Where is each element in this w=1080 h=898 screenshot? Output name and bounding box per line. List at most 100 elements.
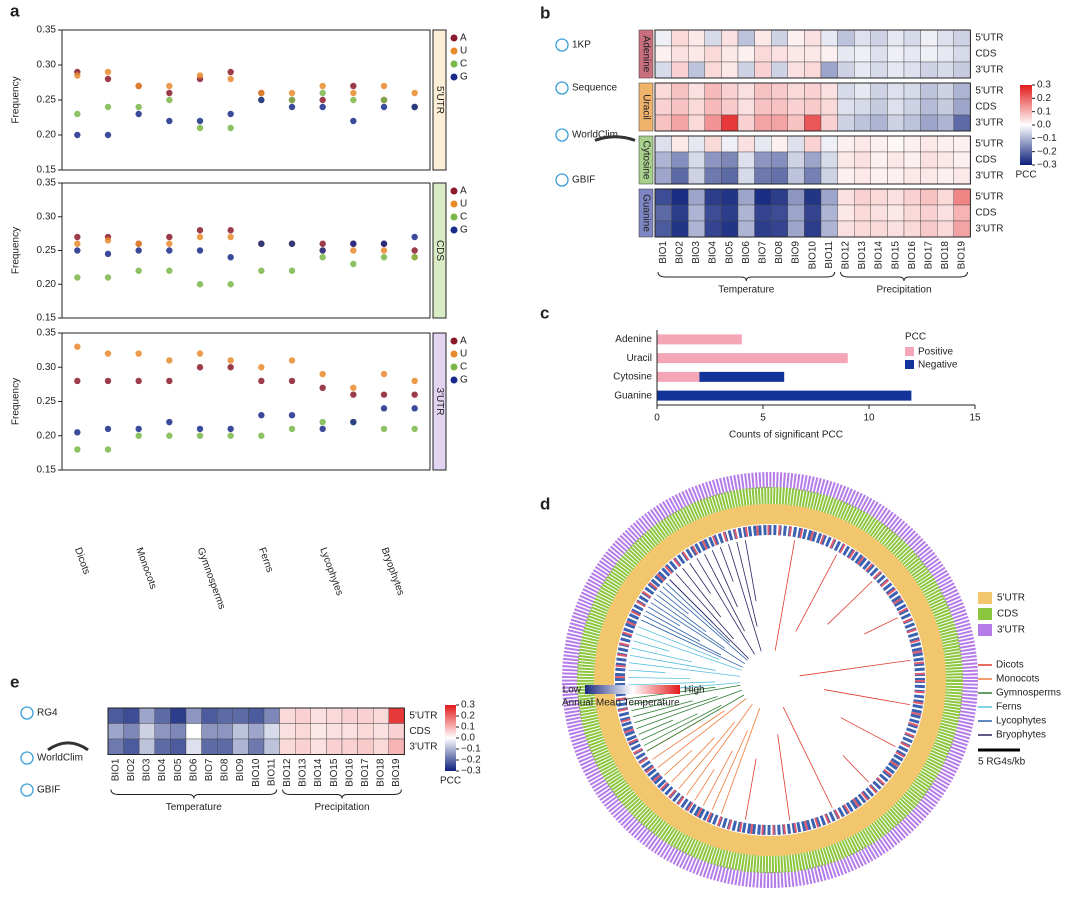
cell xyxy=(704,98,722,116)
cell xyxy=(820,167,838,185)
ring-legend-label: 5'UTR xyxy=(997,593,1025,604)
point xyxy=(288,89,296,97)
colorbar-tick-label: −0.1 xyxy=(1037,133,1057,144)
cell xyxy=(953,167,971,185)
point xyxy=(319,96,326,104)
cell xyxy=(937,114,955,132)
ring-5utr xyxy=(594,504,946,856)
cell xyxy=(937,61,955,79)
point xyxy=(227,364,234,371)
tree-branch xyxy=(696,558,755,655)
cell xyxy=(737,188,755,206)
cell xyxy=(737,220,755,238)
cell xyxy=(704,114,722,132)
cell xyxy=(654,45,672,63)
tree-rings xyxy=(562,472,978,888)
cell xyxy=(837,151,855,169)
cell xyxy=(820,61,838,79)
cell xyxy=(671,45,689,63)
panel-letter: c xyxy=(540,303,549,322)
tree-branch xyxy=(795,554,838,632)
strip-label: 3'UTR xyxy=(434,387,445,415)
cell xyxy=(295,738,312,755)
point xyxy=(288,377,296,385)
cell xyxy=(787,135,805,153)
point xyxy=(104,75,112,83)
cell xyxy=(704,61,722,79)
point xyxy=(227,68,234,76)
cell xyxy=(820,82,838,100)
point xyxy=(319,425,326,433)
cell xyxy=(704,151,722,169)
cell xyxy=(820,220,838,238)
tree-branch xyxy=(643,705,722,746)
cell xyxy=(953,82,971,100)
tree-branch xyxy=(641,619,743,668)
column-label: BIO17 xyxy=(360,758,371,787)
point xyxy=(74,110,81,118)
ring-3utr xyxy=(562,472,978,888)
bar-segment xyxy=(657,334,742,345)
cell xyxy=(837,188,855,206)
cell xyxy=(737,151,755,169)
cell xyxy=(837,114,855,132)
point xyxy=(196,350,204,357)
cell xyxy=(721,114,739,132)
cell xyxy=(737,45,755,63)
point xyxy=(196,425,204,433)
column-label: BIO3 xyxy=(691,241,702,264)
cell xyxy=(903,45,921,63)
cell xyxy=(138,707,155,724)
cell xyxy=(920,151,938,169)
cell xyxy=(654,151,672,169)
point xyxy=(135,377,142,385)
point xyxy=(350,96,357,104)
colorbar-tick-label: −0.3 xyxy=(1037,160,1057,171)
legend-title: PCC xyxy=(905,332,926,343)
cell xyxy=(671,188,689,206)
column-label: BIO17 xyxy=(924,241,935,270)
point xyxy=(411,103,418,111)
cell xyxy=(820,29,838,47)
tree-branch xyxy=(686,704,753,796)
column-label: BIO13 xyxy=(857,241,868,270)
cell xyxy=(688,167,706,185)
cell xyxy=(870,204,888,222)
point xyxy=(319,103,326,111)
column-label: BIO18 xyxy=(940,241,951,270)
group-label: Guanine xyxy=(640,194,651,232)
point xyxy=(74,429,81,436)
cell xyxy=(937,29,955,47)
scale-label: 5 RG4s/kb xyxy=(978,757,1026,768)
point xyxy=(227,357,234,364)
x-tick-label: 5 xyxy=(760,413,766,424)
column-label: BIO6 xyxy=(188,758,199,781)
cell xyxy=(920,61,938,79)
point xyxy=(350,117,357,125)
cell xyxy=(854,82,872,100)
cell xyxy=(754,220,772,238)
cell xyxy=(721,135,739,153)
cell xyxy=(787,98,805,116)
colorbar-tick-label: −0.1 xyxy=(461,744,481,755)
tree-branch xyxy=(782,706,833,808)
cell xyxy=(804,82,822,100)
cell xyxy=(737,29,755,47)
cell xyxy=(887,204,905,222)
block-frame xyxy=(654,29,971,79)
cell xyxy=(388,707,405,724)
legend-label: C xyxy=(460,362,467,373)
cell xyxy=(771,167,789,185)
point xyxy=(380,391,388,398)
row-label: 3'UTR xyxy=(975,118,1003,129)
cell xyxy=(870,114,888,132)
tree-branch xyxy=(648,606,681,627)
cell xyxy=(854,114,872,132)
colorbar-tick-label: 0.1 xyxy=(1037,106,1051,117)
cell xyxy=(953,98,971,116)
cell xyxy=(123,738,140,755)
cell xyxy=(837,29,855,47)
cell xyxy=(671,61,689,79)
cell xyxy=(854,188,872,206)
